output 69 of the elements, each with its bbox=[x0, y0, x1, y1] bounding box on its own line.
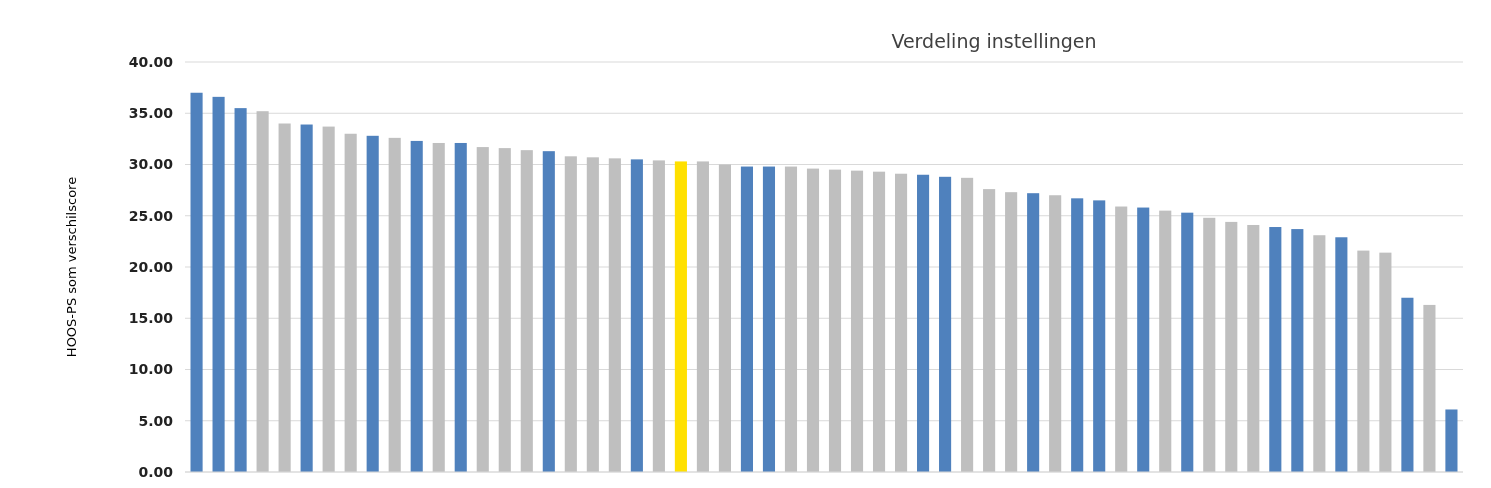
bar bbox=[1093, 200, 1106, 472]
bar bbox=[983, 189, 996, 472]
bar bbox=[256, 111, 269, 472]
bar bbox=[498, 148, 511, 472]
bar bbox=[520, 150, 533, 472]
y-tick-label: 0.00 bbox=[138, 463, 174, 480]
bar bbox=[344, 133, 357, 472]
bar bbox=[872, 171, 886, 472]
bar bbox=[674, 161, 687, 472]
bar bbox=[1313, 235, 1326, 472]
bar bbox=[476, 147, 489, 472]
bar bbox=[1247, 224, 1260, 472]
y-tick-label: 30.00 bbox=[128, 156, 174, 173]
y-tick-label: 15.00 bbox=[128, 310, 174, 327]
bar bbox=[564, 156, 577, 472]
bar bbox=[278, 123, 291, 472]
chart-title: Verdeling instellingen bbox=[891, 30, 1097, 52]
bar bbox=[586, 157, 599, 472]
bar bbox=[1027, 193, 1040, 472]
bar bbox=[718, 164, 731, 472]
bar bbox=[1115, 206, 1128, 472]
bar bbox=[696, 161, 709, 472]
bar bbox=[1181, 212, 1194, 472]
y-tick-label: 40.00 bbox=[128, 53, 174, 70]
bar bbox=[212, 96, 225, 472]
bar bbox=[828, 169, 842, 472]
y-tick-label: 10.00 bbox=[128, 361, 174, 378]
bar bbox=[895, 173, 908, 472]
bar bbox=[1445, 409, 1458, 472]
bar bbox=[630, 159, 643, 472]
bar bbox=[1049, 195, 1062, 472]
bar bbox=[1269, 227, 1282, 472]
bar bbox=[542, 151, 555, 472]
bar bbox=[1203, 217, 1216, 472]
bar bbox=[1005, 192, 1018, 472]
bar bbox=[762, 166, 776, 472]
y-tick-label: 25.00 bbox=[128, 207, 174, 224]
bar bbox=[1401, 297, 1414, 472]
bar bbox=[961, 177, 974, 472]
y-tick-label: 5.00 bbox=[138, 412, 174, 429]
bar bbox=[432, 142, 445, 472]
bar bbox=[322, 126, 335, 472]
bar bbox=[806, 168, 820, 472]
bar bbox=[190, 92, 203, 472]
y-axis-title: HOOS-PS som verschilscore bbox=[64, 176, 79, 358]
bar bbox=[410, 140, 423, 472]
bar bbox=[608, 158, 621, 472]
bar bbox=[1291, 229, 1304, 472]
bar bbox=[939, 176, 952, 472]
bar bbox=[366, 135, 379, 472]
bar bbox=[652, 160, 665, 472]
y-tick-label: 20.00 bbox=[128, 258, 174, 275]
bar bbox=[1357, 250, 1370, 472]
bar bbox=[1137, 207, 1150, 472]
bar bbox=[1071, 198, 1084, 472]
bar bbox=[234, 108, 247, 472]
bar bbox=[740, 166, 753, 472]
bar bbox=[1379, 252, 1392, 472]
bar bbox=[917, 174, 930, 472]
bar bbox=[300, 124, 313, 472]
bar bbox=[1225, 221, 1238, 472]
bar bbox=[1335, 237, 1348, 472]
bar bbox=[388, 137, 401, 472]
bar bbox=[1423, 304, 1436, 472]
bar bbox=[784, 166, 798, 472]
bar bbox=[454, 142, 467, 472]
bar bbox=[1159, 210, 1172, 472]
y-tick-label: 35.00 bbox=[128, 105, 174, 122]
bar bbox=[850, 170, 864, 472]
